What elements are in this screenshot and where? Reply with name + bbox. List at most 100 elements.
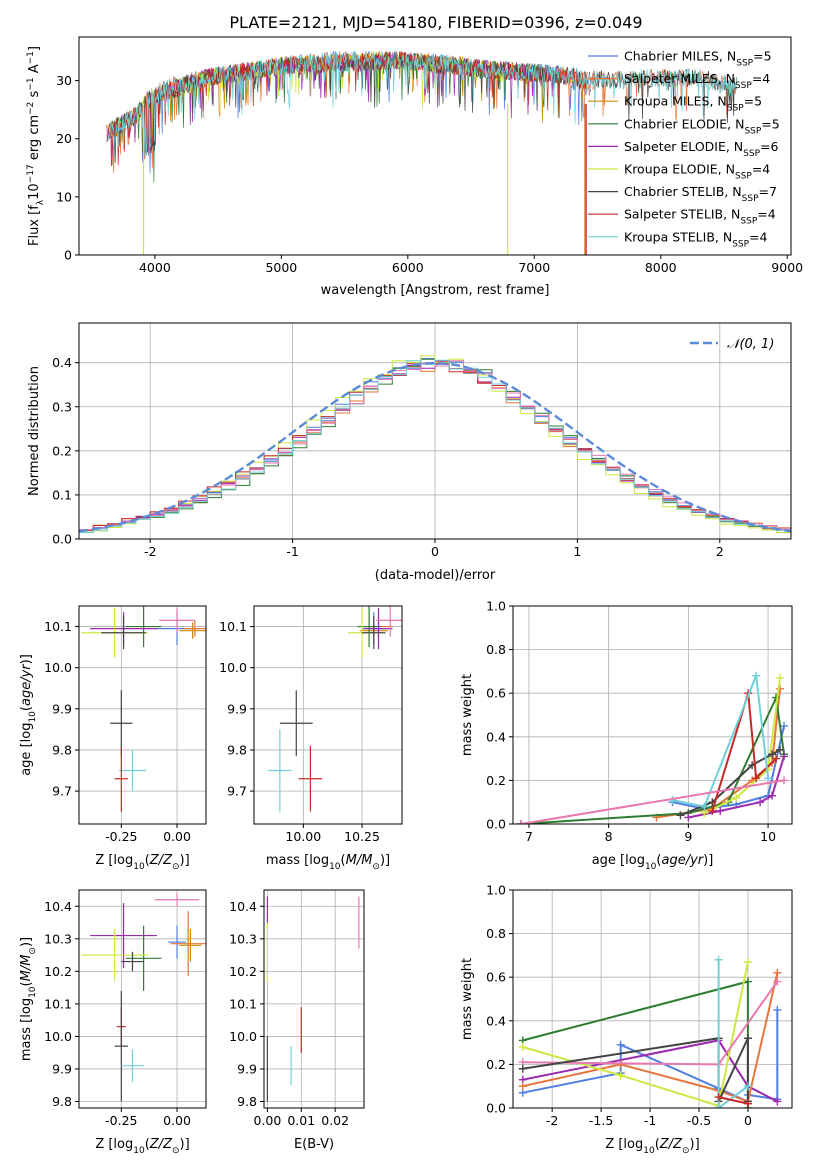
y-tick-label: 0.0 [486,1101,506,1116]
mass-weight-marker [743,1099,752,1108]
legend-label: Chabrier ELODIE, NSSP=5 [624,116,780,136]
axes-frame [512,605,793,825]
axes-frame [253,605,403,825]
x-axis-label: wavelength [Angstrom, rest frame] [321,283,550,298]
y-tick-label: 0.2 [486,1057,506,1072]
y-tick-label: 10.1 [229,996,257,1011]
mass-weight-marker [752,774,761,783]
x-tick-label: 4000 [139,260,171,275]
mass-weight-marker [518,1064,527,1073]
y-tick-label: 10 [56,189,72,204]
error-bar-point [357,606,381,648]
age-vs-mass-plot-area [268,606,402,812]
axes-frame [512,889,793,1109]
residuals-panel: -2 -1 0 1 2 0.0 0.1 0.2 0.3 0.4 𝒩(0, 1) (data-model… [27,322,792,583]
x-tick-label: 10 [760,829,776,844]
y-tick-label: 0.8 [486,642,506,657]
x-tick-label: 9000 [771,260,803,275]
mass-weight-marker [743,1082,752,1091]
mass-weight-marker [518,1042,527,1051]
y-tick-label: 1.0 [486,599,506,614]
error-bar-point [183,620,206,637]
y-axis-label: mass weight [460,958,475,1040]
y-tick-label: 10.4 [44,899,72,914]
mass-weight-marker [780,752,789,761]
x-tick-label: 0.01 [287,1113,315,1128]
spectrum-plot-area [106,50,737,255]
x-tick-label: 8000 [645,260,677,275]
massweight-vs-Z-panel: -2 -1.5 -1 -0.5 0 0.0 0.2 0.4 0.6 0.8 1.0 Z [log10(… [460,883,793,1156]
mass-weight-line [717,959,749,1108]
gaussian-curve [79,361,791,533]
y-tick-label: 0.2 [486,773,506,788]
mass-weight-marker [700,802,709,811]
legend-label: Salpeter STELIB, NSSP=4 [624,207,776,227]
massweight-vs-Z-plot-area [518,955,782,1108]
y-tick-label: 0.2 [52,443,72,458]
error-bar-point [364,608,393,650]
mass-weight-line [522,961,749,1108]
x-tick-label: 10.00 [285,829,321,844]
y-tick-label: 9.9 [52,1061,72,1076]
y-tick-label: 9.8 [52,1094,72,1109]
error-bar-point [101,616,146,650]
mass-weight-marker [780,776,789,785]
y-tick-label: 10.2 [44,964,72,979]
y-axis-label: mass weight [460,674,475,756]
error-bar-point [376,606,402,637]
y-tick-label: 10.0 [44,1029,72,1044]
y-tick-label: 10.0 [219,660,247,675]
axes-frame [263,889,365,1109]
y-tick-label: 9.7 [227,784,247,799]
y-tick-label: 10.3 [229,931,257,946]
legend-label: Kroupa MILES, NSSP=5 [624,94,762,114]
mass-weight-marker [780,721,789,730]
mass-weight-marker [714,1104,723,1108]
x-axis-label: Z [log10(Z/Z⊙)] [605,1137,699,1156]
y-tick-label: 10.1 [219,619,247,634]
x-tick-label: -1 [286,544,298,559]
mass-weight-marker [743,957,752,966]
y-tick-label: 9.9 [52,701,72,716]
y-axis-label: age [log10(age/yr)] [19,654,38,776]
x-tick-label: 8 [605,829,613,844]
x-tick-label: -2 [546,1113,558,1128]
legend-label: Kroupa ELODIE, NSSP=4 [624,162,770,182]
legend-label: 𝒩(0, 1) [727,337,774,352]
y-tick-label: 30 [56,73,72,88]
y-tick-label: 9.9 [237,1061,257,1076]
legend-label: Kroupa STELIB, NSSP=4 [624,229,768,249]
x-tick-label: 5000 [265,260,297,275]
mass-weight-marker [616,1071,625,1080]
age-vs-Z-plot-area [81,606,206,812]
mass-weight-marker [773,977,782,986]
x-tick-label: -0.25 [105,829,137,844]
error-bar-point [268,729,292,812]
axes-frame [78,605,207,825]
mass-weight-marker [768,791,777,800]
x-axis-label: mass [log10(M/M⊙)] [266,853,390,872]
error-bar-point [179,929,202,962]
mass-weight-marker [518,1082,527,1091]
massweight-vs-age-plot-area [516,671,789,824]
x-tick-label: 0.00 [163,1113,191,1128]
error-bar-point [125,925,162,991]
x-tick-label: -1 [644,1113,656,1128]
figure-title: PLATE=2121, MJD=54180, FIBERID=0396, z=0… [229,13,642,32]
mass-weight-marker [776,673,785,682]
x-axis-label: E(B-V) [294,1137,334,1152]
mass-vs-EBV-plot-area [266,896,360,1102]
mass-weight-marker [732,793,741,802]
y-tick-label: 10.0 [44,660,72,675]
y-tick-label: 10.4 [229,899,257,914]
mass-weight-marker [684,813,693,822]
y-tick-label: 10.3 [44,931,72,946]
x-tick-label: 0.00 [163,829,191,844]
residuals-plot-area [79,355,791,534]
error-bar-point [279,690,313,757]
error-bar-point [168,925,186,959]
legend-label: Chabrier MILES, NSSP=5 [624,49,772,69]
x-tick-label: -2 [144,544,156,559]
mass-weight-marker [708,806,717,815]
